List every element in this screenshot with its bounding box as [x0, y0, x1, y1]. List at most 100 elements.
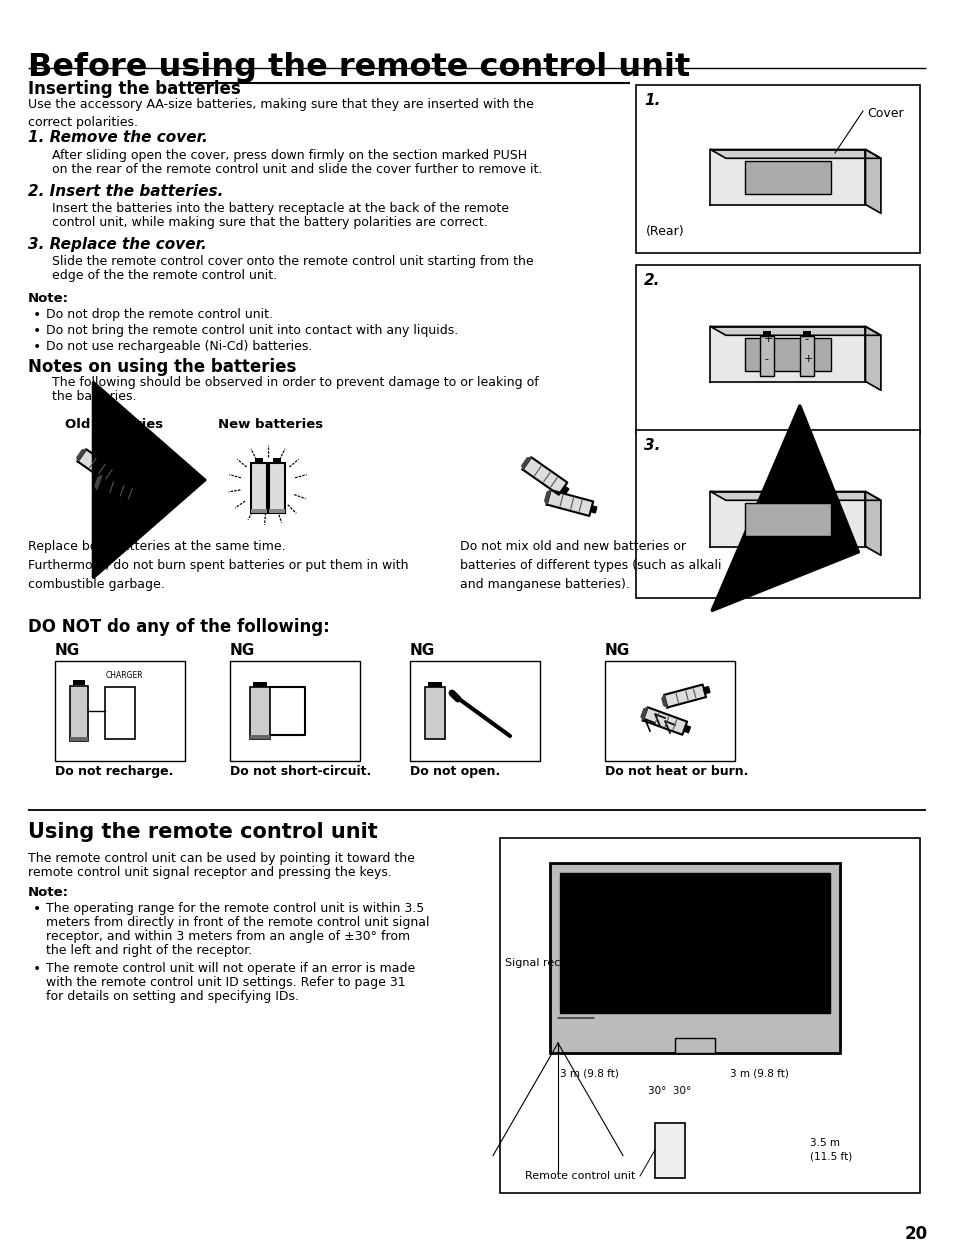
Bar: [800, 336, 813, 376]
Text: •: •: [33, 902, 41, 916]
Polygon shape: [546, 490, 593, 516]
Polygon shape: [864, 326, 880, 390]
Bar: [550, 863, 840, 1053]
Bar: [636, 85, 919, 254]
Polygon shape: [663, 684, 705, 707]
Bar: [636, 430, 919, 598]
Text: The remote control unit will not operate if an error is made: The remote control unit will not operate…: [46, 962, 415, 975]
Text: The operating range for the remote control unit is within 3.5: The operating range for the remote contr…: [46, 902, 424, 916]
Polygon shape: [77, 450, 122, 487]
Bar: [251, 510, 267, 513]
Polygon shape: [116, 478, 124, 486]
Bar: [428, 682, 441, 687]
Text: edge of the the remote control unit.: edge of the the remote control unit.: [52, 269, 276, 282]
Text: Cover: Cover: [866, 107, 902, 120]
Text: NG: NG: [410, 643, 435, 658]
Polygon shape: [640, 707, 647, 721]
Polygon shape: [702, 687, 709, 693]
Text: +: +: [803, 353, 813, 363]
Text: Do not heat or burn.: Do not heat or burn.: [604, 764, 747, 778]
Text: 3.: 3.: [643, 438, 659, 453]
Text: Slide the remote control cover onto the remote control unit starting from the: Slide the remote control cover onto the …: [52, 255, 533, 269]
Text: Before using the remote control unit: Before using the remote control unit: [28, 52, 690, 82]
Text: the batteries.: the batteries.: [52, 390, 136, 403]
Text: Note:: Note:: [28, 886, 69, 899]
Bar: [655, 1123, 684, 1178]
Text: CHARGER: CHARGER: [106, 671, 144, 679]
Text: Notes on using the batteries: Notes on using the batteries: [28, 358, 296, 376]
Polygon shape: [661, 694, 667, 707]
Text: remote control unit signal receptor and pressing the keys.: remote control unit signal receptor and …: [28, 866, 392, 879]
Text: Inserting the batteries: Inserting the batteries: [28, 80, 240, 97]
Text: control unit, while making sure that the battery polarities are correct.: control unit, while making sure that the…: [52, 216, 487, 229]
Polygon shape: [96, 476, 143, 505]
Polygon shape: [864, 150, 880, 214]
Polygon shape: [560, 486, 568, 493]
Bar: [762, 331, 770, 336]
Text: 2.: 2.: [643, 274, 659, 289]
Text: NG: NG: [230, 643, 255, 658]
Polygon shape: [710, 150, 864, 205]
Polygon shape: [590, 506, 597, 513]
Text: •: •: [33, 323, 41, 338]
Text: •: •: [33, 962, 41, 975]
Polygon shape: [139, 495, 146, 502]
Bar: [70, 737, 88, 741]
Text: 3. Replace the cover.: 3. Replace the cover.: [28, 237, 207, 252]
Text: 3 m (9.8 ft): 3 m (9.8 ft): [559, 1068, 618, 1078]
Bar: [424, 687, 444, 739]
Polygon shape: [77, 450, 86, 462]
Bar: [744, 337, 830, 371]
Text: The remote control unit can be used by pointing it toward the: The remote control unit can be used by p…: [28, 852, 415, 866]
Polygon shape: [864, 492, 880, 556]
Text: Do not mix old and new batteries or
batteries of different types (such as alkali: Do not mix old and new batteries or batt…: [459, 540, 720, 591]
Bar: [273, 458, 281, 463]
Bar: [802, 331, 810, 336]
Text: Do not use rechargeable (Ni-Cd) batteries.: Do not use rechargeable (Ni-Cd) batterie…: [46, 340, 312, 353]
Text: Use the accessory AA-size batteries, making sure that they are inserted with the: Use the accessory AA-size batteries, mak…: [28, 97, 534, 129]
Polygon shape: [710, 326, 864, 381]
Text: the left and right of the receptor.: the left and right of the receptor.: [46, 944, 252, 957]
Text: -: -: [803, 333, 807, 343]
Polygon shape: [522, 457, 567, 495]
Polygon shape: [710, 326, 880, 335]
Text: (Rear): (Rear): [645, 225, 684, 239]
Bar: [604, 661, 734, 761]
Bar: [269, 510, 285, 513]
Bar: [250, 687, 270, 739]
Text: Do not short-circuit.: Do not short-circuit.: [230, 764, 371, 778]
Bar: [230, 661, 359, 761]
Bar: [760, 336, 773, 376]
Text: Replace both batteries at the same time.
Furthermore, do not burn spent batterie: Replace both batteries at the same time.…: [28, 540, 408, 591]
Text: Using the remote control unit: Using the remote control unit: [28, 822, 377, 842]
Text: Do not open.: Do not open.: [410, 764, 499, 778]
Text: Note:: Note:: [28, 292, 69, 305]
Text: 1. Remove the cover.: 1. Remove the cover.: [28, 130, 208, 145]
Polygon shape: [642, 707, 686, 734]
Text: Do not recharge.: Do not recharge.: [55, 764, 173, 778]
Bar: [70, 686, 88, 741]
Bar: [499, 838, 919, 1193]
Text: 1.: 1.: [643, 92, 659, 107]
Text: Do not bring the remote control unit into contact with any liquids.: Do not bring the remote control unit int…: [46, 323, 457, 337]
Bar: [675, 1038, 714, 1053]
Text: Old batteries: Old batteries: [65, 418, 163, 431]
Bar: [250, 734, 270, 739]
Text: Remote control unit: Remote control unit: [524, 1172, 635, 1182]
Bar: [410, 661, 539, 761]
Bar: [73, 679, 85, 684]
Text: 3 m (9.8 ft): 3 m (9.8 ft): [729, 1068, 788, 1078]
Polygon shape: [710, 492, 864, 547]
Text: •: •: [33, 340, 41, 353]
Text: with the remote control unit ID settings. Refer to page 31: with the remote control unit ID settings…: [46, 975, 405, 989]
Text: on the rear of the remote control unit and slide the cover further to remove it.: on the rear of the remote control unit a…: [52, 164, 542, 176]
Text: 20: 20: [904, 1225, 927, 1243]
Bar: [559, 873, 829, 1013]
Text: NG: NG: [55, 643, 80, 658]
Bar: [744, 502, 830, 536]
Text: 2. Insert the batteries.: 2. Insert the batteries.: [28, 184, 223, 199]
Text: DO NOT do any of the following:: DO NOT do any of the following:: [28, 618, 330, 636]
Bar: [744, 161, 830, 194]
Text: NG: NG: [604, 643, 630, 658]
Text: Insert the batteries into the battery receptacle at the back of the remote: Insert the batteries into the battery re…: [52, 202, 509, 215]
